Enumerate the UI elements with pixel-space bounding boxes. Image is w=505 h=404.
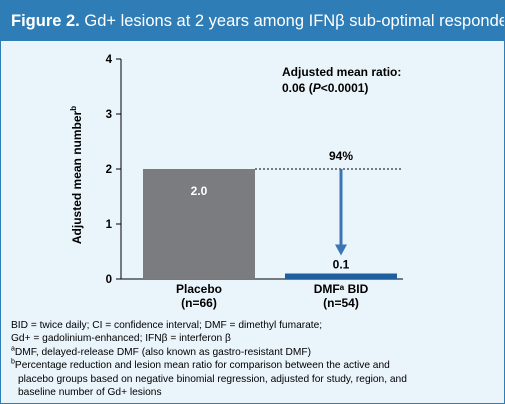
footnote-b: bPercentage reduction and lesion mean ra… <box>11 359 501 372</box>
reduction-percent-label: 94% <box>329 149 353 163</box>
footnote-b-marker: b <box>11 358 15 366</box>
footnote-b-text: Percentage reduction and lesion mean rat… <box>14 360 390 372</box>
y-tick-label: 3 <box>106 109 112 121</box>
y-tick-label: 0 <box>106 274 112 286</box>
y-tick-label: 2 <box>106 164 112 176</box>
x-category-label-0: Placebo <box>176 282 222 296</box>
reduction-arrow-head <box>335 244 347 256</box>
footnotes: BID = twice daily; CI = confidence inter… <box>11 319 501 399</box>
ratio-annotation-value: 0.06 (P<0.0001) <box>282 81 368 95</box>
footnote-abbreviations-2: Gd+ = gadolinium-enhanced; IFNβ = interf… <box>11 333 231 345</box>
footnote-a-text: DMF, delayed-release DMF (also known as … <box>14 346 311 358</box>
ratio-annotation-part: <0.0001) <box>321 81 369 95</box>
y-tick-label: 1 <box>106 219 113 231</box>
footnote-b-cont-1: placebo groups based on negative binomia… <box>18 373 407 385</box>
bar-value-label-0: 2.0 <box>191 184 208 198</box>
footnote-abbreviations-1: BID = twice daily; CI = confidence inter… <box>11 320 323 331</box>
bar-1 <box>285 273 397 279</box>
x-category-n-1: (n=54) <box>323 296 359 310</box>
y-axis-title-superscript: b <box>69 106 78 111</box>
footnote-b-cont-2: baseline number of Gd+ lesions <box>18 387 162 399</box>
ratio-annotation-title: Adjusted mean ratio: <box>282 65 401 79</box>
ratio-annotation-part: P <box>313 81 322 95</box>
figure-label: Figure 2. <box>11 12 80 30</box>
y-axis-title: Adjusted mean numberb <box>69 106 84 244</box>
x-category-label-1: DMFᵃ BID <box>314 282 369 296</box>
y-tick-label: 4 <box>106 54 113 66</box>
figure-title: Gd+ lesions at 2 years among IFNβ sub-op… <box>84 12 504 30</box>
bar-0 <box>143 169 255 279</box>
ratio-annotation-part: 0.06 ( <box>282 81 313 95</box>
footnote-a: aDMF, delayed-release DMF (also known as… <box>11 345 501 359</box>
bar-value-label-1: 0.1 <box>333 258 350 272</box>
chart-area: 0 1 2 3 4 Adjusted mean numberb 2.0 Placebo (n=6… <box>1 41 504 313</box>
x-category-n-0: (n=66) <box>181 296 217 310</box>
footnote-a-marker: a <box>11 345 15 353</box>
bar-chart: 0 1 2 3 4 Adjusted mean numberb 2.0 Placebo(n=6… <box>69 54 403 310</box>
figure-title-bar: Figure 2. Gd+ lesions at 2 years among I… <box>1 1 504 41</box>
